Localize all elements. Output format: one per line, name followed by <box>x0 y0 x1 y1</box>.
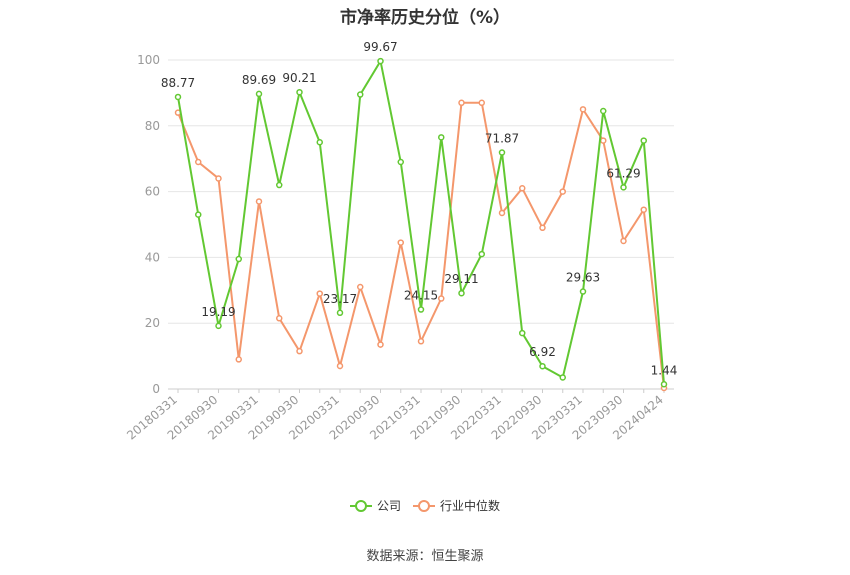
data-point <box>316 139 323 146</box>
data-point <box>600 107 607 115</box>
legend-marker <box>355 500 367 512</box>
data-point <box>195 211 202 218</box>
data-label: 29.63 <box>566 271 600 285</box>
y-tick-label: 80 <box>145 119 160 133</box>
data-point <box>458 99 465 107</box>
legend[interactable]: 公司 行业中位数 <box>350 498 500 513</box>
chart-title: 市净率历史分位（%） <box>339 8 511 28</box>
data-point <box>478 99 485 107</box>
data-point <box>276 181 283 189</box>
data-point <box>539 224 546 232</box>
data-point <box>620 184 627 191</box>
data-point <box>660 381 668 388</box>
data-point <box>417 306 425 313</box>
data-point <box>296 347 303 355</box>
legend-marker <box>418 500 430 512</box>
data-point <box>174 93 182 101</box>
data-point <box>215 175 222 182</box>
data-label: 29.11 <box>444 272 478 286</box>
data-point <box>620 237 627 245</box>
data-point <box>417 338 425 345</box>
data-point <box>336 309 344 317</box>
series-line-0 <box>177 58 665 385</box>
series-line-1 <box>177 101 665 389</box>
data-point <box>215 322 222 330</box>
data-point <box>397 239 404 246</box>
data-point <box>357 283 364 291</box>
data-point <box>316 290 323 297</box>
data-label: 99.67 <box>363 40 397 54</box>
data-label: 23.17 <box>323 292 357 306</box>
data-point <box>600 137 607 144</box>
data-point <box>458 289 465 297</box>
data-point <box>438 295 445 302</box>
data-point <box>255 198 263 205</box>
data-label: 71.87 <box>485 132 519 146</box>
data-point <box>559 188 566 195</box>
data-point <box>539 362 546 370</box>
y-tick-label: 60 <box>145 185 160 199</box>
data-point <box>357 91 364 98</box>
data-label: 88.77 <box>161 76 195 90</box>
data-source: 数据来源：恒生聚源 <box>366 549 484 564</box>
data-point <box>235 356 242 363</box>
data-point <box>377 57 384 65</box>
y-tick-label: 100 <box>137 53 160 67</box>
data-label: 1.44 <box>651 363 678 377</box>
y-tick-label: 20 <box>145 316 160 330</box>
data-point <box>498 209 506 217</box>
data-label: 90.21 <box>282 71 316 85</box>
data-point <box>276 315 283 322</box>
data-point <box>478 250 485 258</box>
data-point <box>498 149 506 156</box>
data-point <box>519 329 526 337</box>
data-label: 89.69 <box>242 73 276 87</box>
data-point <box>519 185 526 192</box>
data-point <box>640 206 647 213</box>
data-point <box>235 255 242 263</box>
data-point <box>195 158 202 166</box>
data-point <box>559 374 566 381</box>
data-point <box>336 362 344 370</box>
legend-label[interactable]: 公司 <box>377 499 401 513</box>
data-point <box>579 288 587 295</box>
data-point <box>397 158 404 166</box>
data-label: 24.15 <box>404 289 438 303</box>
data-point <box>377 341 384 348</box>
y-tick-label: 40 <box>145 250 160 264</box>
data-point <box>640 137 647 144</box>
data-point <box>296 88 303 96</box>
data-label: 19.19 <box>201 305 235 319</box>
y-tick-label: 0 <box>152 382 160 396</box>
data-point <box>579 106 587 113</box>
data-label: 61.29 <box>606 166 640 180</box>
data-point <box>255 90 263 98</box>
data-point <box>438 134 445 141</box>
data-label: 6.92 <box>529 345 556 359</box>
legend-label[interactable]: 行业中位数 <box>440 498 500 513</box>
